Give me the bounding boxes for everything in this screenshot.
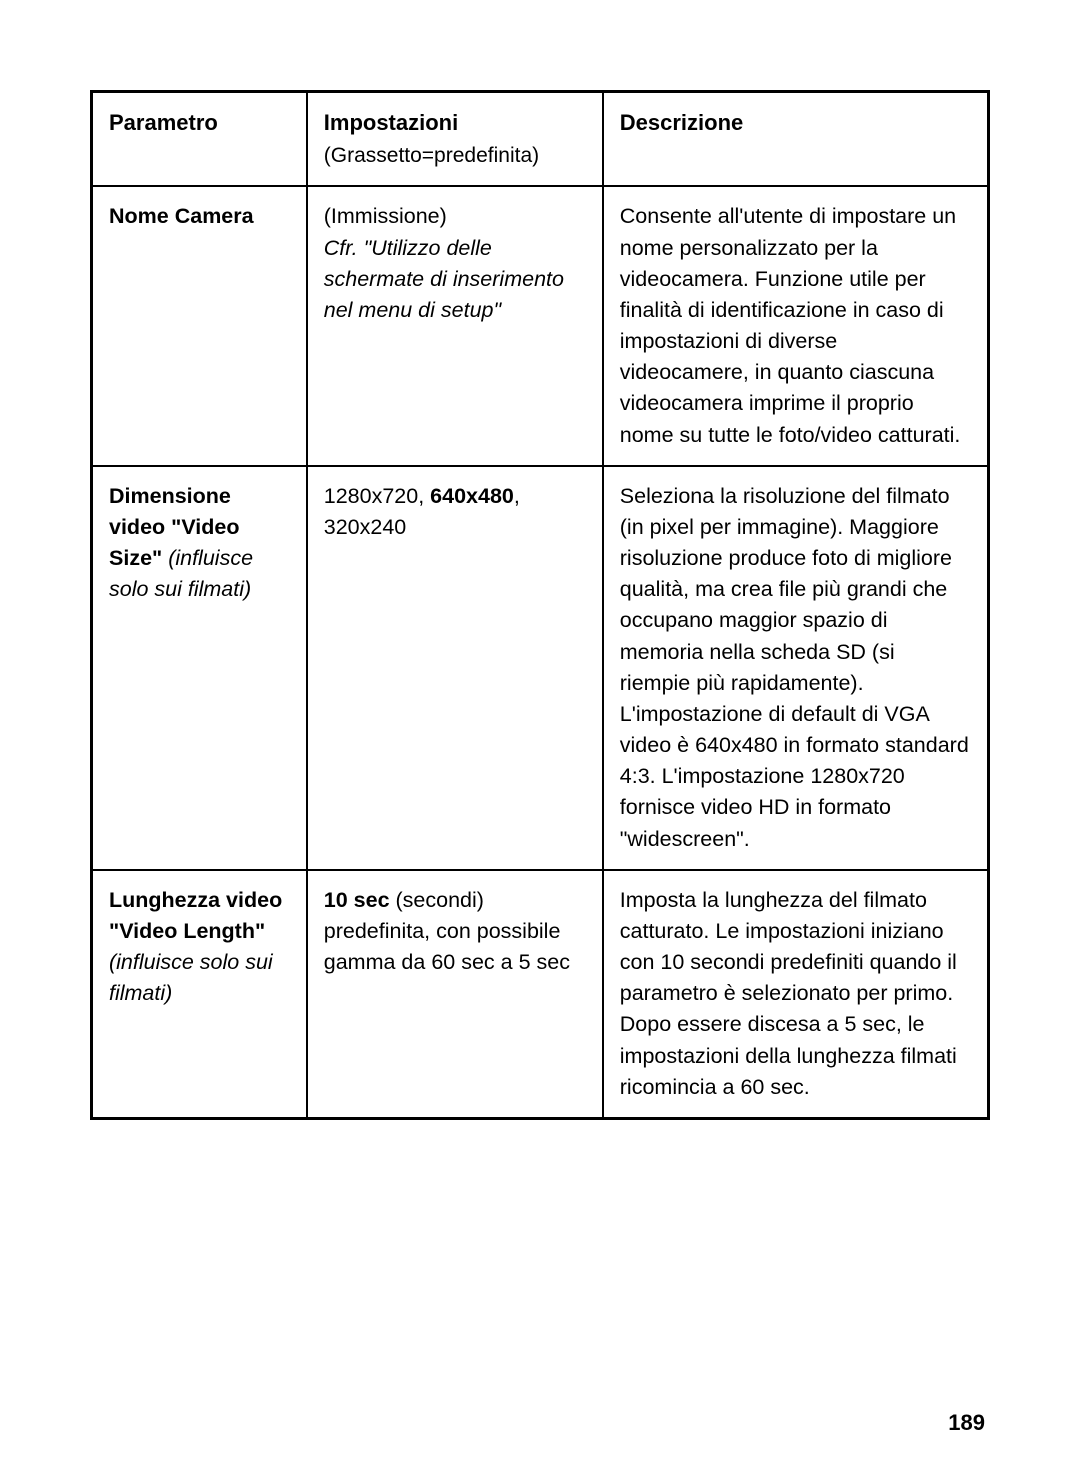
header-settings: Impostazioni (Grassetto=predefinita) — [307, 92, 603, 187]
cell-settings: 1280x720, 640x480, 320x240 — [307, 466, 603, 870]
cell-desc: Seleziona la risoluzione del filmato (in… — [603, 466, 989, 870]
parameter-table: Parametro Impostazioni (Grassetto=predef… — [90, 90, 990, 1120]
header-settings-label: Impostazioni — [324, 110, 458, 135]
table-header-row: Parametro Impostazioni (Grassetto=predef… — [92, 92, 989, 187]
setting-italic: Cfr. "Utilizzo delle schermate di inseri… — [324, 236, 564, 322]
setting-bold: 10 sec — [324, 888, 390, 912]
header-desc: Descrizione — [603, 92, 989, 187]
header-param: Parametro — [92, 92, 307, 187]
cell-param: Nome Camera — [92, 186, 307, 465]
desc-text: Seleziona la risoluzione del filmato (in… — [620, 484, 969, 851]
cell-settings: (Immissione) Cfr. "Utilizzo delle scherm… — [307, 186, 603, 465]
header-desc-label: Descrizione — [620, 110, 744, 135]
cell-desc: Consente all'utente di impostare un nome… — [603, 186, 989, 465]
header-param-label: Parametro — [109, 110, 218, 135]
setting-bold: 640x480 — [430, 484, 514, 508]
param-name: Lunghezza video "Video Length" — [109, 888, 282, 943]
desc-text: Imposta la lunghezza del filmato cattura… — [620, 888, 957, 1099]
header-settings-sub: (Grassetto=predefinita) — [324, 144, 539, 167]
param-note: (influisce solo sui filmati) — [109, 950, 273, 1005]
param-name: Nome Camera — [109, 204, 254, 228]
setting-lead: 1280x720, — [324, 484, 430, 508]
cell-settings: 10 sec (secondi) predefinita, con possib… — [307, 870, 603, 1119]
cell-desc: Imposta la lunghezza del filmato cattura… — [603, 870, 989, 1119]
table-row: Dimensione video "Video Size" (influisce… — [92, 466, 989, 870]
cell-param: Dimensione video "Video Size" (influisce… — [92, 466, 307, 870]
table-row: Lunghezza video "Video Length" (influisc… — [92, 870, 989, 1119]
setting-lead: (Immissione) — [324, 204, 447, 228]
desc-text: Consente all'utente di impostare un nome… — [620, 204, 961, 446]
table-row: Nome Camera (Immissione) Cfr. "Utilizzo … — [92, 186, 989, 465]
cell-param: Lunghezza video "Video Length" (influisc… — [92, 870, 307, 1119]
page-number: 189 — [948, 1410, 985, 1436]
